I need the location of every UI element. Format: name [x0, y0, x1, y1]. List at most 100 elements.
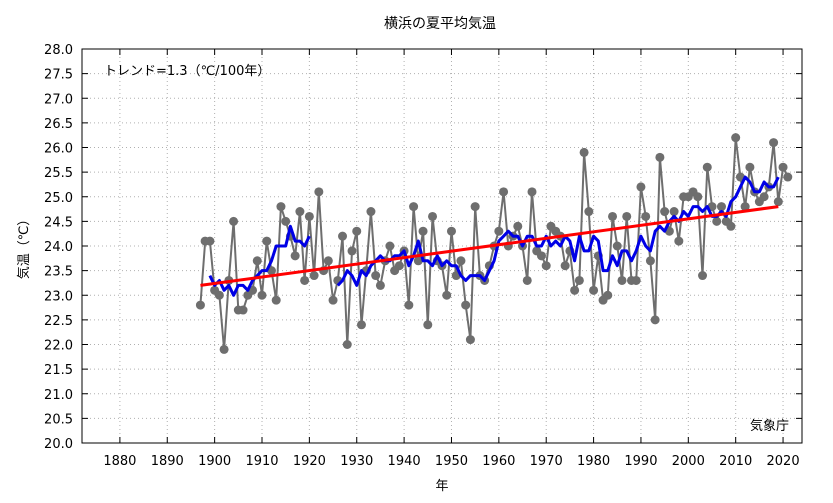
annual-temperature-point [603, 290, 613, 300]
annual-temperature-point [631, 275, 641, 285]
annual-temperature-point [541, 261, 551, 271]
x-tick-label: 1940 [388, 454, 421, 469]
annual-temperature-point [323, 256, 333, 266]
chart-title: 横浜の夏平均気温 [384, 16, 496, 32]
annual-temperature-point [783, 172, 793, 182]
y-tick-label: 21.0 [44, 388, 73, 403]
trend-line [200, 205, 779, 287]
annual-temperature-point [195, 300, 205, 310]
annual-temperature-point [271, 295, 281, 305]
moving-average-line [208, 175, 780, 297]
annual-temperature-point [674, 236, 684, 246]
annual-temperature-point [314, 187, 324, 197]
annual-temperature-point [446, 226, 456, 236]
annual-temperature-point [522, 275, 532, 285]
annual-temperature-point [442, 290, 452, 300]
y-tick-label: 24.0 [44, 240, 73, 255]
x-tick-label: 1990 [624, 454, 657, 469]
source-label: 気象庁 [750, 418, 789, 434]
annual-temperature-point [660, 207, 670, 217]
y-tick-label: 21.5 [44, 363, 73, 378]
annual-temperature-point [252, 256, 262, 266]
annual-temperature-point [589, 285, 599, 295]
annual-temperature-point [726, 221, 736, 231]
annual-temperature-point [423, 320, 433, 330]
annual-temperature-point [219, 344, 229, 354]
y-tick-label: 20.5 [44, 412, 73, 427]
annual-temperature-point [238, 305, 248, 315]
annual-temperature-point [494, 226, 504, 236]
x-tick-label: 1920 [293, 454, 326, 469]
annual-temperature-point [205, 236, 215, 246]
annual-temperature-point [418, 226, 428, 236]
annual-temperature-point [636, 182, 646, 192]
annual-temperature-point [731, 133, 741, 143]
annual-temperature-point [617, 275, 627, 285]
y-tick-label: 25.0 [44, 191, 73, 206]
annual-temperature-point [622, 211, 632, 221]
annual-temperature-point [385, 241, 395, 251]
x-axis-label: 年 [435, 479, 448, 494]
y-tick-label: 23.5 [44, 265, 73, 280]
series-layer [195, 133, 793, 354]
y-tick-label: 26.5 [44, 117, 73, 132]
annual-temperature-point [300, 275, 310, 285]
annual-temperature-point [574, 275, 584, 285]
x-tick-label: 1970 [530, 454, 563, 469]
annual-temperature-point [712, 216, 722, 226]
x-tick-label: 1950 [435, 454, 468, 469]
x-tick-label: 1980 [577, 454, 610, 469]
annual-temperature-point [456, 256, 466, 266]
annual-temperature-point [409, 202, 419, 212]
annual-temperature-point [693, 192, 703, 202]
plot-frame [81, 48, 803, 444]
y-tick-label: 24.5 [44, 215, 73, 230]
annual-temperature-point [499, 187, 509, 197]
annual-temperature-point [428, 211, 438, 221]
annual-temperature-point [347, 246, 357, 256]
annual-temperature-point [356, 320, 366, 330]
annual-temperature-point [584, 207, 594, 217]
annual-temperature-point [645, 256, 655, 266]
x-tick-label: 2000 [672, 454, 705, 469]
annual-temperature-point [304, 211, 314, 221]
annual-temperature-point [404, 300, 414, 310]
annual-temperature-point [612, 241, 622, 251]
annual-temperature-point [698, 271, 708, 281]
annual-temperature-point [470, 202, 480, 212]
annual-temperature-point [290, 251, 300, 261]
annual-temperature-point [608, 211, 618, 221]
annual-temperature-point [342, 340, 352, 349]
x-tick-label: 1890 [151, 454, 184, 469]
annual-temperature-point [352, 226, 362, 236]
y-tick-label: 27.5 [44, 68, 73, 83]
annual-temperature-point [394, 261, 404, 271]
annual-temperature-point [214, 290, 224, 300]
y-tick-label: 23.0 [44, 289, 73, 304]
annual-temperature-point [716, 202, 726, 212]
annual-temperature-point [778, 162, 788, 172]
y-tick-label: 26.0 [44, 142, 73, 157]
x-tick-label: 1960 [482, 454, 515, 469]
trend-annotation: トレンド=1.3（℃/100年） [104, 64, 270, 79]
annual-temperature-point [527, 187, 537, 197]
annual-temperature-point [759, 192, 769, 202]
x-tick-label: 2020 [767, 454, 800, 469]
x-tick-label: 1930 [340, 454, 373, 469]
annual-temperature-point [413, 256, 423, 266]
annual-temperature-point [560, 261, 570, 271]
annual-temperature-point [371, 271, 381, 281]
annual-temperature-point [465, 335, 475, 345]
x-tick-label: 1900 [198, 454, 231, 469]
y-tick-label: 22.5 [44, 314, 73, 329]
annual-temperature-point [366, 207, 376, 217]
annual-temperature-point [262, 236, 272, 246]
annual-temperature-point [276, 202, 286, 212]
annual-temperature-point [669, 207, 679, 217]
x-tick-label: 1910 [245, 454, 278, 469]
y-tick-label: 20.0 [44, 437, 73, 452]
annual-temperature-point [570, 285, 580, 295]
y-tick-label: 25.5 [44, 166, 73, 181]
